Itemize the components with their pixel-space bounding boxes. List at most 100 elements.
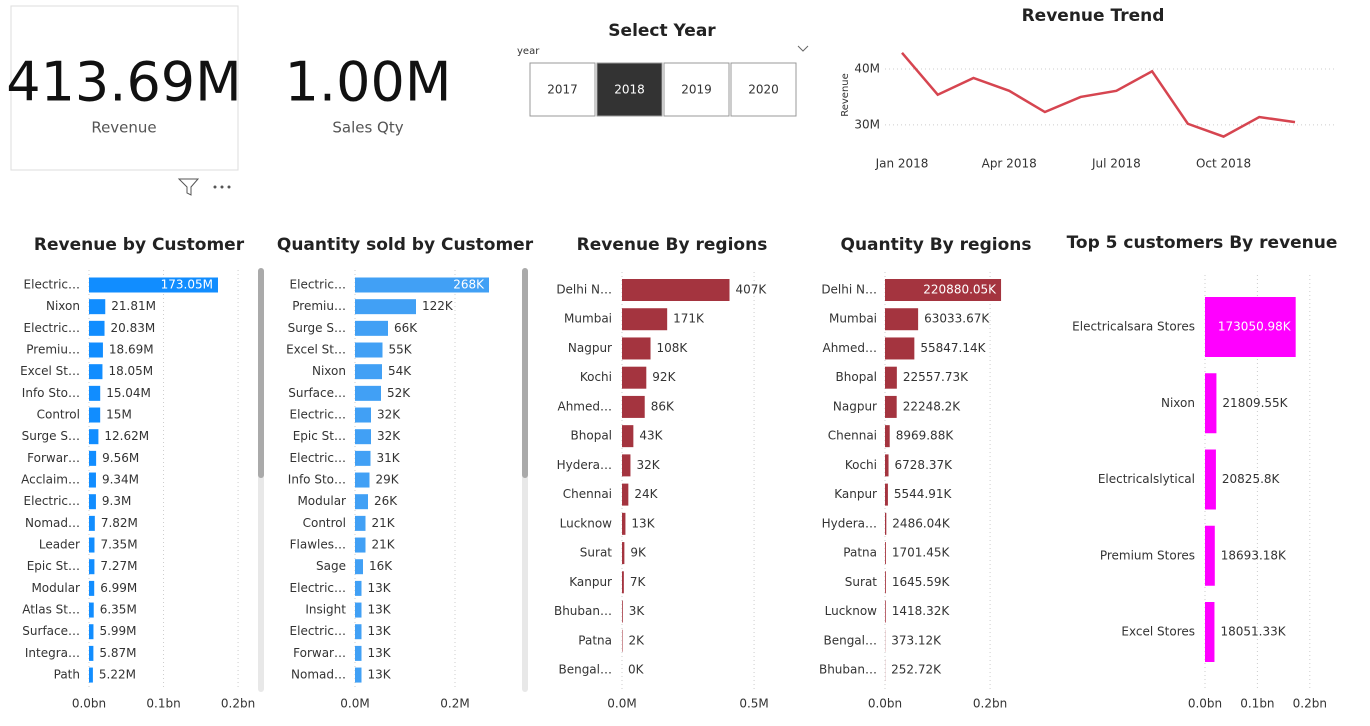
bar <box>355 429 371 445</box>
bar <box>355 494 368 510</box>
value-label: 21K <box>372 516 396 530</box>
bar <box>89 537 95 553</box>
value-label: 407K <box>736 283 768 297</box>
category-label: Sage <box>316 559 346 573</box>
category-label: Surat <box>580 546 613 560</box>
chart-title: Revenue by Customer <box>34 235 245 255</box>
category-label: Chennai <box>563 487 612 501</box>
bar <box>89 385 101 401</box>
value-label: 12.62M <box>104 429 149 443</box>
category-label: Nixon <box>46 299 80 313</box>
category-label: Kochi <box>845 458 877 472</box>
bar <box>355 580 362 596</box>
filter-icon[interactable] <box>177 178 200 196</box>
x-tick-label: 0.0bn <box>1188 697 1222 711</box>
scrollbar[interactable] <box>522 268 528 478</box>
bar <box>89 515 95 531</box>
slicer-chevron[interactable] <box>797 45 809 52</box>
category-label: Electricalslytical <box>1098 472 1195 486</box>
slicer-option[interactable] <box>529 62 596 117</box>
value-label: 20825.8K <box>1222 472 1281 486</box>
category-label: Surface… <box>288 386 346 400</box>
value-label: 268K <box>453 278 485 292</box>
value-label: 22248.2K <box>903 399 962 413</box>
scrollbar[interactable] <box>258 268 264 478</box>
category-label: Patna <box>578 633 612 647</box>
bar <box>885 542 886 565</box>
value-label: 66K <box>394 321 418 335</box>
category-label: Patna <box>843 546 877 560</box>
x-tick-label: 0.0bn <box>868 697 902 711</box>
value-label: 54K <box>388 364 412 378</box>
category-label: Flawles… <box>290 538 346 552</box>
value-label: 18051.33K <box>1220 625 1286 639</box>
bar <box>885 395 897 418</box>
slicer-field: year <box>517 46 540 57</box>
category-label: Modular <box>31 581 80 595</box>
x-tick-label: Apr 2018 <box>982 157 1037 171</box>
value-label: 2486.04K <box>892 516 951 530</box>
bar <box>885 454 889 477</box>
category-label: Hydera… <box>557 458 612 472</box>
bar <box>89 299 106 315</box>
category-label: Kochi <box>580 370 612 384</box>
chart-title: Quantity By regions <box>841 235 1032 255</box>
card-label: Sales Qty <box>332 119 403 137</box>
value-label: 22557.73K <box>903 370 969 384</box>
category-label: Premiu… <box>26 343 80 357</box>
value-label: 32K <box>377 429 401 443</box>
value-label: 6.99M <box>100 581 137 595</box>
value-label: 92K <box>652 370 676 384</box>
bar <box>355 667 362 683</box>
value-label: 9.34M <box>102 473 139 487</box>
value-label: 29K <box>376 473 400 487</box>
value-label: 24K <box>634 487 658 501</box>
value-label: 52K <box>387 386 411 400</box>
category-label: Electricalsara Stores <box>1072 320 1195 334</box>
category-label: Surge S… <box>22 429 80 443</box>
x-tick-label: 0.5M <box>739 697 768 711</box>
card-value: 413.69M <box>6 51 242 114</box>
slicer-option-label[interactable]: 2018 <box>614 83 645 97</box>
value-label: 7.35M <box>100 538 137 552</box>
slicer-option-label[interactable]: 2019 <box>681 83 712 97</box>
bar <box>622 308 668 331</box>
value-label: 7K <box>630 575 647 589</box>
category-label: Ahmed… <box>822 341 877 355</box>
x-tick-label: 0.1bn <box>1240 697 1274 711</box>
category-label: Control <box>37 408 80 422</box>
bar <box>1205 297 1296 357</box>
slicer-option[interactable] <box>596 62 663 117</box>
bar <box>89 602 94 618</box>
x-tick-label: Oct 2018 <box>1196 157 1251 171</box>
more-options[interactable] <box>213 185 231 189</box>
value-label: 373.12K <box>891 633 942 647</box>
category-label: Excel St… <box>286 343 346 357</box>
slicer-option[interactable] <box>730 62 797 117</box>
x-tick-label: Jul 2018 <box>1091 157 1141 171</box>
x-tick-label: 0.2M <box>440 697 469 711</box>
bar <box>89 645 94 661</box>
value-label: 13K <box>368 581 392 595</box>
slicer-option[interactable] <box>663 62 730 117</box>
value-label: 21K <box>372 538 396 552</box>
value-label: 5.87M <box>99 646 136 660</box>
value-label: 63033.67K <box>924 312 990 326</box>
slicer-option-label[interactable]: 2017 <box>547 83 578 97</box>
bar <box>1205 373 1217 434</box>
value-label: 5.99M <box>99 624 136 638</box>
value-label: 13K <box>368 668 392 682</box>
value-label: 21.81M <box>111 299 156 313</box>
bar <box>885 512 887 535</box>
category-label: Integra… <box>25 646 80 660</box>
bar <box>89 494 96 510</box>
bar <box>622 395 645 418</box>
slicer-option-label[interactable]: 2020 <box>748 83 779 97</box>
category-label: Bhopal <box>836 370 877 384</box>
value-label: 26K <box>374 494 398 508</box>
category-label: Ahmed… <box>557 399 612 413</box>
category-label: Surat <box>845 575 878 589</box>
category-label: Nomad… <box>291 668 346 682</box>
category-label: Premiu… <box>292 299 346 313</box>
category-label: Forwar… <box>27 451 80 465</box>
